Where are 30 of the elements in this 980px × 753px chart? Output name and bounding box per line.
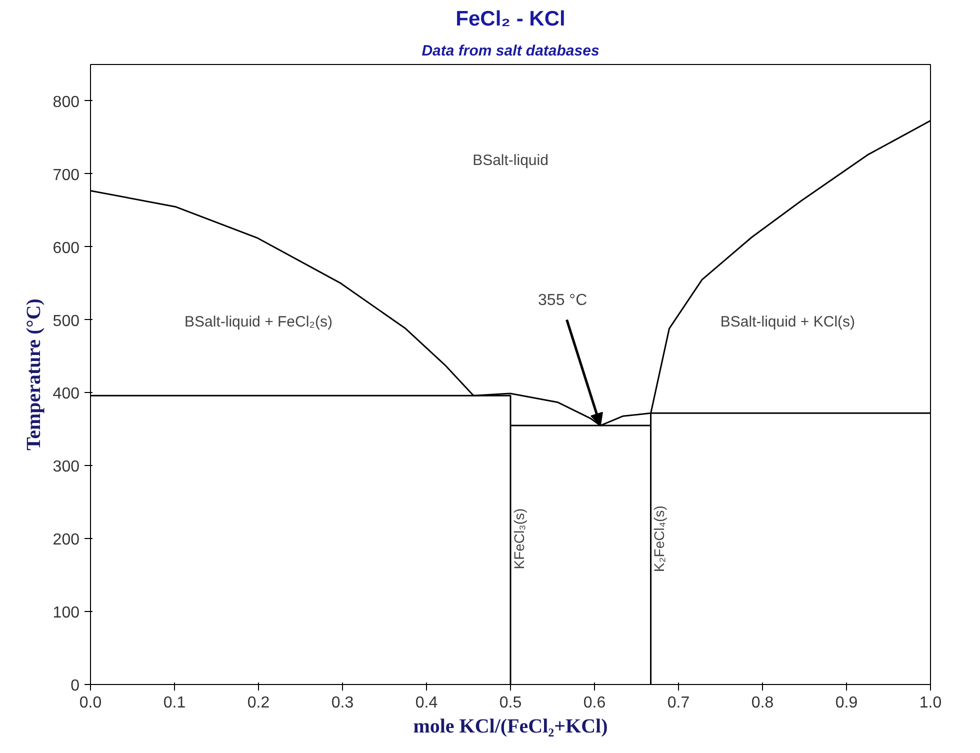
annotation: BSalt-liquid + FeCl₂(s) (184, 313, 332, 330)
annotation: KFeCl₃(s) (510, 508, 527, 570)
x-tick-label: 0.7 (667, 694, 690, 712)
y-tick-label: 600 (52, 240, 80, 257)
annotation: BSalt-liquid (472, 152, 548, 170)
annotation: 355 °C (538, 292, 588, 309)
y-tick-label: 300 (52, 458, 80, 476)
x-tick-label: 0.0 (79, 694, 102, 712)
y-tick-label: 100 (52, 604, 80, 622)
y-tick-label: 800 (52, 94, 80, 111)
x-axis-title: mole KCl/(FeCl₂+KCl) (413, 716, 608, 738)
x-tick-label: 0.2 (247, 694, 270, 712)
x-tick-label: 0.9 (835, 694, 858, 712)
chart-title: FeCl₂ - KCl (456, 8, 566, 30)
chart-subtitle: Data from salt databases (422, 42, 600, 60)
x-tick-label: 0.1 (163, 694, 186, 712)
x-tick-label: 0.3 (331, 694, 354, 712)
y-tick-label: 200 (52, 532, 80, 549)
y-axis-title: Temperature (°C) (22, 298, 45, 450)
x-tick-label: 0.4 (415, 694, 438, 712)
y-tick-label: 700 (52, 166, 80, 184)
x-tick-label: 0.6 (583, 694, 606, 712)
y-tick-label: 0 (70, 678, 80, 694)
x-tick-label: 1.0 (919, 694, 942, 712)
x-tick-label: 0.5 (499, 694, 522, 712)
y-tick-label: 400 (52, 386, 80, 403)
y-tick-label: 500 (52, 312, 80, 330)
x-tick-label: 0.8 (751, 694, 774, 712)
annotation: BSalt-liquid + KCl(s) (720, 313, 856, 330)
annotation: K₂FeCl₄(s) (651, 506, 668, 572)
